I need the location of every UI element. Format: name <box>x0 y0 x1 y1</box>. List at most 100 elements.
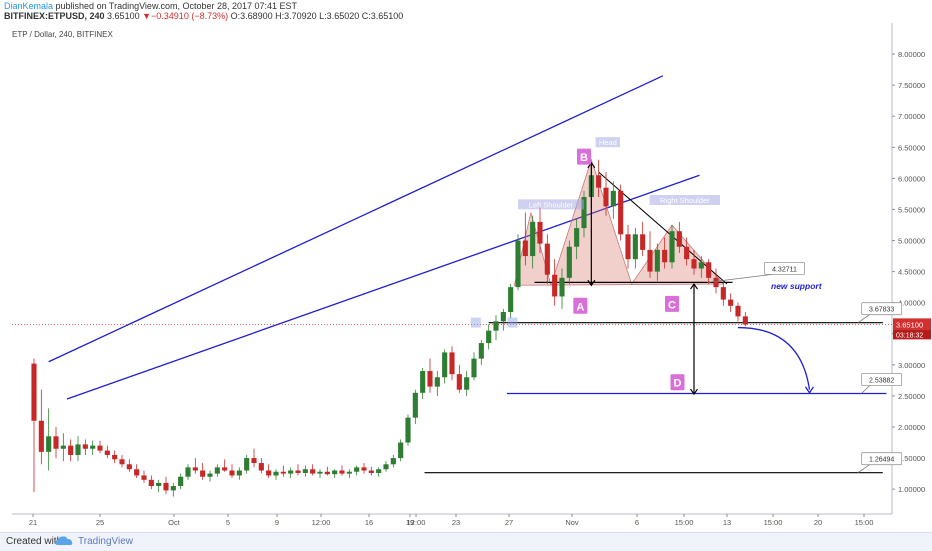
candle-body <box>412 392 418 418</box>
candle-body <box>376 469 382 473</box>
candle-body <box>486 330 492 344</box>
candle-body <box>361 467 367 471</box>
ohlc-text: O:3.68900 H:3.70920 L:3.65020 C:3.65100 <box>230 11 404 21</box>
candle-body <box>449 352 455 375</box>
candle-body <box>471 358 477 378</box>
candle-body <box>251 458 257 464</box>
candle-body <box>244 458 250 471</box>
point-label: D <box>674 378 682 390</box>
candle-body <box>596 175 602 188</box>
candle-body <box>647 249 653 272</box>
author-link[interactable]: DianKemala <box>4 1 54 11</box>
candle-body <box>398 442 404 459</box>
candle-body <box>742 316 748 325</box>
candle-body <box>456 374 462 390</box>
x-tick-label: Nov <box>565 518 579 527</box>
price-callout-label: 4.32711 <box>772 266 797 273</box>
candle-body <box>126 464 132 470</box>
target-arrow-head <box>690 282 698 290</box>
candle-body <box>178 476 184 487</box>
candle-body <box>207 473 213 477</box>
x-tick-label: 25 <box>96 518 104 527</box>
symbol-label: BITFINEX:ETPUSD, 240 <box>4 11 105 21</box>
candle-body <box>706 262 712 278</box>
candle-body <box>97 445 103 451</box>
point-label-bg <box>577 148 591 165</box>
candle-body <box>508 287 514 313</box>
candle-body <box>185 467 191 477</box>
y-tick-label: 8.00000 <box>898 50 925 59</box>
pattern-label: Head <box>599 138 617 147</box>
x-tick-label: 13 <box>723 518 731 527</box>
candle-body <box>544 243 550 275</box>
change-text: −0.34910 (−8.73%) <box>151 11 229 21</box>
countdown-label: 03:18:32 <box>896 332 923 339</box>
candle-body <box>581 197 587 229</box>
chart-legend-title: ETP / Dollar, 240, BITFINEX <box>12 30 113 39</box>
x-tick-label: 16 <box>365 518 373 527</box>
candle-body <box>280 471 286 474</box>
candle-body <box>53 436 59 449</box>
candle-body <box>200 470 206 477</box>
price-callout-label: 1.26494 <box>869 457 894 464</box>
candle-body <box>156 482 162 487</box>
candle-body <box>31 363 37 421</box>
y-tick-label: 4.00000 <box>898 299 925 308</box>
candle-body <box>324 471 330 475</box>
candle-body <box>420 371 426 393</box>
callout-connector <box>707 273 773 283</box>
tradingview-brand[interactable]: TradingView <box>78 536 134 547</box>
candle-body <box>654 249 660 272</box>
callout-connector <box>857 464 870 474</box>
candle-body <box>82 444 88 449</box>
y-tick-label: 2.50000 <box>898 392 925 401</box>
created-with-text: Created with <box>6 536 63 547</box>
candle-body <box>148 479 154 487</box>
price-callout-label: 3.67833 <box>869 307 894 314</box>
x-tick-label: Oct <box>168 518 181 527</box>
candle-body <box>522 240 528 257</box>
candle-body <box>214 467 220 474</box>
candle-body <box>691 259 697 269</box>
pattern-label-bg <box>518 199 584 210</box>
footer-bar: Created with TradingView <box>0 532 932 551</box>
candle-body <box>332 470 338 475</box>
countdown-tag <box>893 329 931 340</box>
candle-body <box>302 469 308 473</box>
candle-body <box>478 343 484 359</box>
pattern-label: Left Shoulder <box>529 200 574 209</box>
chart-area[interactable]: 1.000001.500002.000002.500003.000003.500… <box>12 23 932 528</box>
tradingview-cloud-icon <box>55 536 73 545</box>
candle-body <box>192 467 198 471</box>
callout-connector <box>857 314 870 324</box>
point-label: B <box>580 152 588 164</box>
point-label-bg <box>670 374 685 391</box>
candle-body <box>346 471 352 474</box>
point-label: A <box>576 301 584 313</box>
y-tick-label: 1.00000 <box>898 485 925 494</box>
candle-body <box>669 231 675 263</box>
candle-body <box>60 445 66 449</box>
candle-body <box>464 377 470 390</box>
pattern-label-bg <box>649 194 721 205</box>
price-chart[interactable]: 1.000001.500002.000002.500003.000003.500… <box>12 23 932 528</box>
candle-body <box>119 459 125 465</box>
candle-body <box>493 321 499 331</box>
candle-body <box>610 190 616 207</box>
y-tick-label: 1.50000 <box>898 454 925 463</box>
candle-body <box>640 234 646 250</box>
candle-body <box>383 464 389 470</box>
candle-body <box>75 444 81 455</box>
point-label-bg <box>573 297 588 314</box>
candle-body <box>90 445 96 449</box>
candle-body <box>566 246 572 278</box>
candle-body <box>112 454 118 460</box>
down-arrow-icon: ▼ <box>142 11 152 21</box>
candle-body <box>163 482 169 491</box>
candle-body <box>288 470 294 474</box>
head-height-arrow-head <box>587 279 596 287</box>
x-tick-label: 12:00 <box>312 518 331 527</box>
last-price-text: 3.65100 <box>107 11 140 21</box>
callout-connector <box>861 385 870 394</box>
anchor-handle <box>470 317 481 328</box>
